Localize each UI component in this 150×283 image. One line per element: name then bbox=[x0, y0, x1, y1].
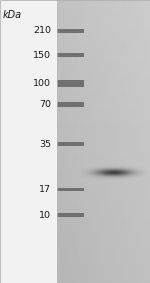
Text: kDa: kDa bbox=[3, 10, 22, 20]
Bar bbox=[57, 102, 84, 107]
Text: 100: 100 bbox=[33, 79, 51, 88]
Text: 17: 17 bbox=[39, 185, 51, 194]
Bar bbox=[57, 188, 84, 192]
Bar bbox=[57, 29, 84, 33]
Text: 10: 10 bbox=[39, 211, 51, 220]
Bar bbox=[57, 213, 84, 217]
Bar bbox=[57, 143, 84, 146]
Text: 35: 35 bbox=[39, 140, 51, 149]
Text: 70: 70 bbox=[39, 100, 51, 109]
Bar bbox=[0, 0, 57, 283]
Text: 150: 150 bbox=[33, 51, 51, 60]
Bar bbox=[57, 80, 84, 87]
Text: 210: 210 bbox=[33, 26, 51, 35]
Bar bbox=[57, 53, 84, 57]
